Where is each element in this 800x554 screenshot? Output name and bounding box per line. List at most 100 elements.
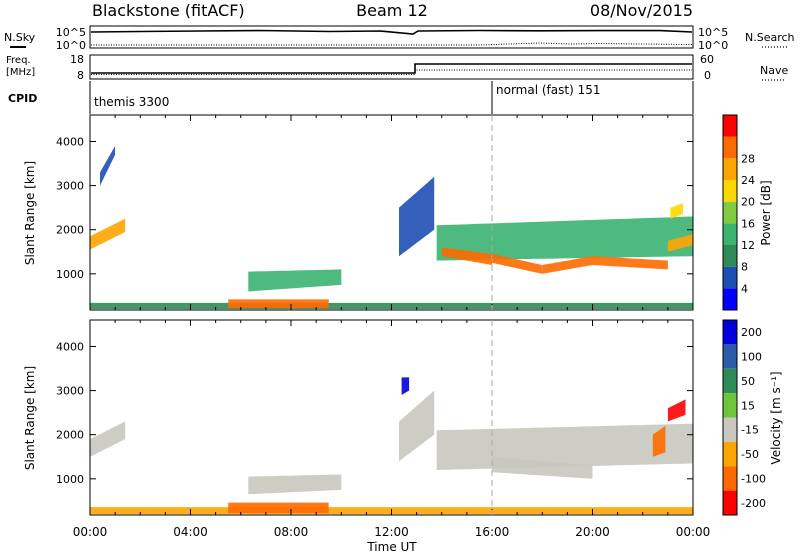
- y-tick-label: 4000: [56, 135, 84, 148]
- cpid-panel: CPID themis 3300 normal (fast) 151: [8, 81, 694, 114]
- colorbar-tick-label: 8: [741, 261, 748, 274]
- velocity-plot-frame: [89, 319, 694, 516]
- scatter-region: [90, 421, 126, 457]
- time-tick-label: 16:00: [475, 525, 510, 539]
- time-tick-label: 04:00: [173, 525, 208, 539]
- colorbar-cell: [723, 417, 737, 442]
- date-title: 08/Nov/2015: [590, 1, 693, 20]
- scatter-region: [90, 218, 126, 250]
- colorbar-cell: [723, 223, 737, 245]
- scatter-region: [670, 203, 683, 219]
- scatter-region: [667, 234, 693, 252]
- power-colorbar-label: Power [dB]: [759, 180, 773, 245]
- freq-tick-top: 18: [70, 53, 84, 66]
- power-plot-frame: [89, 114, 694, 311]
- scatter-region: [492, 254, 543, 274]
- nsky-trace: [90, 29, 693, 35]
- colorbar-tick-label: 28: [741, 152, 755, 165]
- time-tick-label: 20:00: [575, 525, 610, 539]
- colorbar-cell: [723, 490, 737, 515]
- scatter-region: [436, 216, 693, 261]
- colorbar-tick-label: 4: [741, 282, 748, 295]
- nsky-frame: [89, 25, 694, 49]
- freq-label-line1: Freq.: [6, 55, 31, 66]
- colorbar-cell: [723, 288, 737, 310]
- colorbar-cell: [723, 466, 737, 491]
- beam-title: Beam 12: [356, 1, 428, 20]
- colorbar-tick-label: 24: [741, 174, 755, 187]
- power-ylabel: Slant Range [km]: [23, 161, 37, 265]
- velocity-plot-bg: [90, 320, 693, 515]
- colorbar-frame: [722, 114, 738, 311]
- y-tick-label: 3000: [56, 385, 84, 398]
- colorbar-frame: [722, 319, 738, 516]
- scatter-region: [592, 256, 668, 270]
- colorbar-cell: [723, 136, 737, 159]
- nave-label: Nave: [760, 64, 788, 77]
- nsky-panel: N.Sky 10^5 10^0 10^5 10^0 N.Search: [4, 25, 795, 52]
- time-xlabel: Time UT: [366, 540, 417, 554]
- colorbar-tick-label: 20: [741, 196, 755, 209]
- freq-panel: Freq. [MHz] 18 8 60 0 Nave: [6, 53, 788, 82]
- colorbar-tick-label: 12: [741, 239, 755, 252]
- scatter-region: [492, 456, 593, 479]
- scatter-region: [401, 377, 410, 395]
- colorbar-tick-label: 200: [741, 326, 762, 339]
- power-colorbar: 4 8 12 16 20 24 28: [722, 114, 755, 311]
- colorbar-tick-label: -15: [741, 424, 759, 437]
- power-plot-bg: [90, 115, 693, 310]
- station-title: Blackstone (fitACF): [92, 1, 245, 20]
- velocity-colorbar-label: Velocity [m s⁻¹]: [769, 371, 783, 464]
- scatter-region: [248, 269, 342, 292]
- colorbar-cell: [723, 368, 737, 394]
- colorbar-cell: [723, 320, 737, 345]
- time-tick-label: 00:00: [73, 525, 108, 539]
- colorbar-cell: [723, 441, 737, 467]
- colorbar-cell: [723, 158, 737, 180]
- y-tick-label: 4000: [56, 340, 84, 353]
- y-tick-label: 2000: [56, 429, 84, 442]
- nave-tick-bottom: 0: [704, 69, 711, 82]
- nave-tick-top: 60: [700, 53, 714, 66]
- time-tick-label: 00:00: [676, 525, 711, 539]
- colorbar-tick-label: 50: [741, 375, 755, 388]
- scatter-region: [399, 390, 435, 462]
- nsky-tick-top: 10^5: [56, 26, 86, 39]
- nsearch-trace: [91, 42, 693, 46]
- cpid-segment-label: themis 3300: [94, 95, 169, 109]
- colorbar-cell: [723, 266, 737, 289]
- colorbar-cell: [723, 344, 737, 369]
- colorbar-tick-label: 100: [741, 351, 762, 364]
- freq-frame: [89, 54, 694, 80]
- colorbar-cell: [723, 115, 737, 137]
- power-panel: 1000 2000 3000 4000 Slant Range [km] 4 8 12 16…: [23, 114, 773, 311]
- colorbar-tick-label: 16: [741, 217, 755, 230]
- colorbar-tick-label: -200: [741, 497, 766, 510]
- scatter-region: [100, 145, 116, 186]
- colorbar-cell: [723, 245, 737, 267]
- y-tick-label: 2000: [56, 224, 84, 237]
- colorbar-cell: [723, 393, 737, 418]
- colorbar-cell: [723, 201, 737, 224]
- nsearch-tick-bottom: 10^0: [698, 39, 728, 52]
- nsearch-tick-top: 10^5: [698, 26, 728, 39]
- colorbar-tick-label: -100: [741, 472, 766, 485]
- nsky-tick-bottom: 10^0: [56, 39, 86, 52]
- scatter-region: [667, 399, 686, 422]
- scatter-region: [652, 425, 666, 457]
- velocity-colorbar: 200 100 50 15 -15 -50 -100 -200: [722, 319, 766, 516]
- cpid-segment-label: normal (fast) 151: [496, 83, 600, 97]
- scatter-region: [248, 474, 342, 495]
- time-tick-label: 12:00: [374, 525, 409, 539]
- scatter-region: [228, 502, 329, 514]
- y-tick-label: 3000: [56, 180, 84, 193]
- nsky-label: N.Sky: [4, 31, 36, 44]
- colorbar-tick-label: -50: [741, 448, 759, 461]
- colorbar-tick-label: 15: [741, 399, 755, 412]
- power-axis: 1000 2000 3000 4000: [56, 115, 694, 310]
- scatter-region: [228, 299, 329, 309]
- velocity-panel: 1000 2000 3000 4000 Slant Range [km] 200 100…: [23, 319, 783, 554]
- time-tick-labels: 00:00 04:00 08:00 12:00 16:00 20:00 00:00: [73, 525, 711, 539]
- scatter-region: [542, 256, 593, 274]
